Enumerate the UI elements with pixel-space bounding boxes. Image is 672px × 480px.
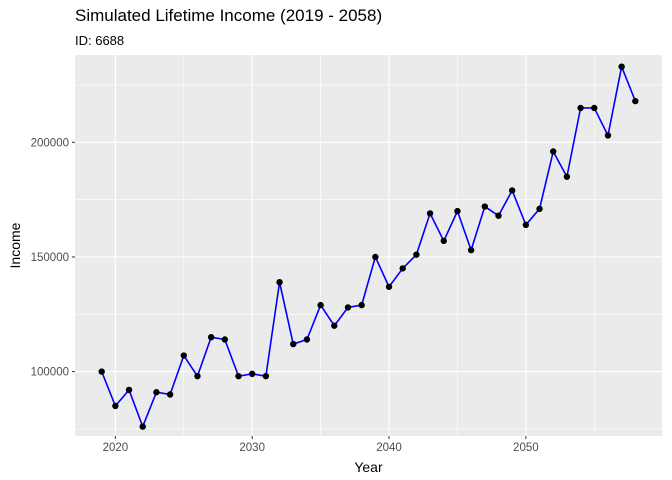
income-data-point bbox=[262, 372, 270, 380]
chart-title: Simulated Lifetime Income (2019 - 2058) bbox=[75, 6, 383, 25]
income-data-point bbox=[550, 148, 557, 155]
income-data-point bbox=[98, 368, 105, 375]
income-data-point bbox=[536, 205, 543, 213]
y-axis-title: Income bbox=[7, 222, 23, 268]
income-data-point bbox=[591, 104, 598, 112]
income-data-point bbox=[426, 210, 434, 217]
x-tick-label: 2040 bbox=[376, 442, 402, 454]
plot-panel bbox=[75, 55, 662, 436]
income-data-point bbox=[440, 237, 447, 245]
income-data-point bbox=[481, 203, 489, 210]
x-tick-label: 2030 bbox=[239, 442, 265, 454]
income-data-point bbox=[235, 372, 242, 380]
y-tick-label: 100000 bbox=[31, 367, 69, 379]
axis-ticks bbox=[72, 141, 527, 439]
income-data-point bbox=[399, 265, 406, 272]
income-data-point bbox=[385, 283, 393, 290]
x-axis-tick-labels: 2020 2030 2040 2050 bbox=[103, 442, 539, 454]
x-tick-label: 2020 bbox=[103, 442, 129, 454]
income-data-point bbox=[495, 212, 502, 219]
income-data-point bbox=[221, 336, 229, 343]
y-axis-tick-labels: 100000 150000 200000 bbox=[31, 137, 69, 378]
income-data-point bbox=[207, 333, 215, 341]
income-data-point bbox=[180, 352, 187, 359]
income-data-point bbox=[317, 301, 324, 309]
income-data-point bbox=[112, 402, 119, 410]
income-data-point bbox=[618, 63, 625, 70]
income-data-point bbox=[194, 372, 201, 380]
income-data-point bbox=[522, 221, 530, 229]
y-tick-label: 200000 bbox=[31, 137, 69, 149]
income-data-point bbox=[125, 386, 133, 394]
income-data-point bbox=[331, 322, 338, 329]
income-data-point bbox=[303, 336, 311, 343]
income-data-point bbox=[563, 173, 571, 180]
income-data-point bbox=[577, 104, 584, 112]
income-data-point bbox=[604, 132, 612, 139]
income-data-point bbox=[508, 187, 516, 194]
income-data-point bbox=[632, 97, 639, 105]
income-data-point bbox=[358, 301, 365, 309]
series-group bbox=[98, 63, 639, 430]
minor-gridlines bbox=[75, 55, 662, 436]
income-data-point bbox=[166, 391, 174, 398]
x-axis-title: Year bbox=[354, 459, 383, 475]
income-data-point bbox=[372, 253, 379, 261]
income-data-point bbox=[454, 207, 461, 215]
chart-subtitle: ID: 6688 bbox=[75, 33, 125, 48]
income-series-line bbox=[100, 65, 637, 428]
y-tick-label: 150000 bbox=[31, 252, 69, 264]
income-data-point bbox=[413, 251, 420, 258]
income-data-point bbox=[276, 278, 283, 286]
x-tick-label: 2050 bbox=[513, 442, 539, 454]
income-data-point bbox=[139, 423, 146, 430]
income-data-point bbox=[344, 304, 352, 311]
income-data-point bbox=[290, 340, 297, 348]
income-data-point bbox=[153, 389, 160, 396]
income-data-point bbox=[467, 246, 475, 254]
income-data-point bbox=[248, 370, 256, 378]
